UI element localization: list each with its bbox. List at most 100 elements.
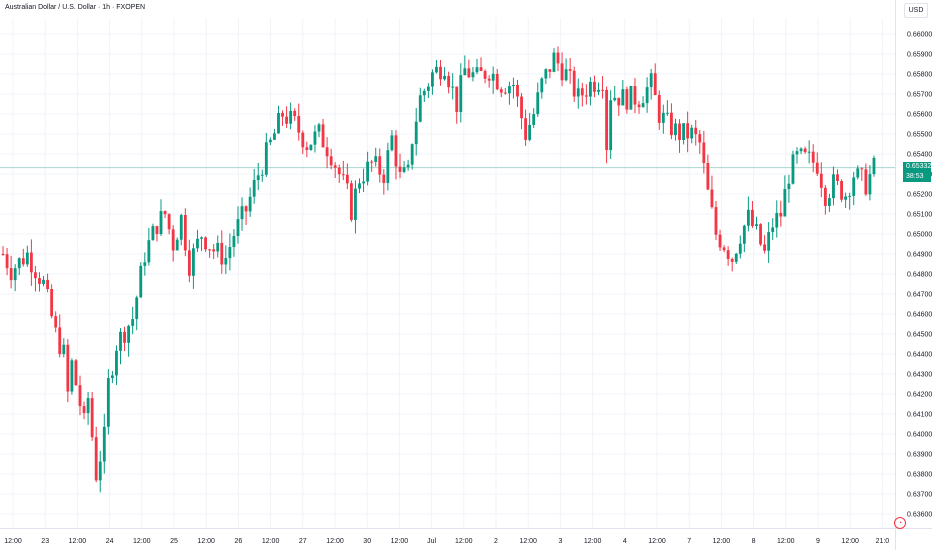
candle-body [524,118,528,140]
price-axis[interactable]: 0.66000 0.65900 0.65800 0.65700 0.65600 0.655… [895,0,932,550]
candle-body [418,95,422,122]
candle-body [609,100,613,151]
candle-body [552,52,556,72]
candle-body [755,224,758,226]
candle-body [159,211,163,235]
candle-body [293,110,297,117]
candles [1,46,876,493]
candle-body [131,319,135,326]
candle-body [471,72,475,78]
candle-body [613,97,617,101]
candle-body [819,173,823,188]
candle-body [187,250,191,276]
time-tick-label: 30 [363,538,371,545]
candle-body [268,139,272,143]
candle-body [212,249,216,252]
candle-body [520,96,523,119]
candle-body [398,166,402,172]
candle-body [491,73,495,81]
candle-body [799,148,803,152]
time-tick-label: 12:00 [841,538,859,545]
candle-body [856,168,860,178]
price-tick-label: 0.64900 [907,252,932,259]
candle-body [386,150,390,184]
candle-body [378,156,382,175]
candle-body [763,244,767,251]
candle-body [670,112,673,136]
price-tick-label: 0.65000 [907,232,932,239]
candle-body [119,331,122,351]
candle-body [759,224,762,245]
candle-body [447,75,451,88]
candle-body [516,84,519,97]
candle-body [98,461,102,481]
candle-body [110,375,114,379]
currency-button[interactable]: USD [904,3,928,18]
time-tick-label: 12:00 [777,538,795,545]
candle-body [224,258,228,265]
price-tick-label: 0.63800 [907,472,932,479]
candle-body [204,237,207,250]
candle-body [414,121,418,145]
candle-body [836,174,839,182]
candle-body [512,84,515,87]
candle-body [811,151,815,163]
candle-body [200,237,203,239]
price-tick-label: 0.64200 [907,392,932,399]
candle-body [657,95,661,123]
candle-body [329,156,333,166]
candle-body [536,92,540,115]
candle-body [597,89,600,92]
price-tick-label: 0.65600 [907,112,932,119]
candle-body [507,86,511,94]
time-tick-label: 12:00 [519,538,537,545]
time-tick-label: 23 [41,538,49,545]
candle-body [479,67,483,71]
candle-body [872,157,876,175]
candle-body [297,116,301,133]
candle-body [455,86,459,112]
candle-body [548,69,552,72]
time-tick-label: 27 [299,538,307,545]
candle-body [702,142,706,163]
candle-body [633,86,637,105]
candle-body [528,124,532,140]
candle-body [115,350,118,376]
candle-body [746,209,750,226]
candle-body [621,89,625,106]
candle-body [285,116,289,124]
candle-body [686,123,690,139]
candle-body [435,66,438,73]
time-tick-label: 12:00 [391,538,409,545]
candle-body [868,174,872,195]
candle-body [410,144,414,165]
candle-body [232,236,236,247]
candle-body [771,227,775,233]
candle-body [333,165,337,168]
candle-body [82,406,86,414]
price-tick-label: 0.63700 [907,492,932,499]
candle-body [260,174,264,176]
candle-body [58,327,62,355]
candle-body [815,162,819,174]
candle-body [568,69,572,71]
time-axis[interactable]: 12:00 23 12:00 24 12:00 25 12:00 26 12:00 27 12:00… [0,528,932,546]
price-tick-label: 0.65200 [907,192,932,199]
grid-lines [0,18,895,528]
candle-body [783,189,787,217]
candle-body [775,212,779,228]
candle-body [625,89,629,110]
candle-body [236,219,240,237]
candle-body [556,52,560,64]
candle-body [390,135,394,151]
price-tick-label: 0.64600 [907,312,932,319]
candle-body [443,75,446,80]
candle-body [580,88,584,96]
candle-body [791,154,795,184]
tradingview-logo-icon[interactable]: ◔ [894,517,906,529]
candle-body [301,132,305,148]
candle-body [289,110,293,124]
price-tick-label: 0.64400 [907,352,932,359]
candle-body [309,144,313,150]
